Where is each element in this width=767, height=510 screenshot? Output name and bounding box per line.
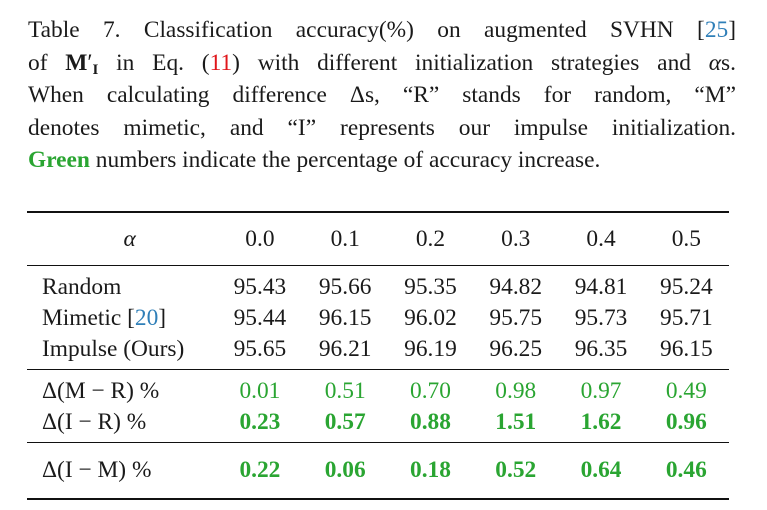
caption-line-4: denotes mimetic, and “I” represents our …	[28, 114, 736, 141]
table-cell: 1.62	[580, 409, 622, 435]
results-table: α 0.0 0.1 0.2 0.3 0.4 0.5 Random 95.43 9…	[27, 211, 729, 500]
alpha-value: 0.4	[558, 211, 644, 266]
table-cell: 0.98	[473, 369, 559, 407]
table-cell: 94.82	[473, 265, 559, 303]
row-label: Random	[27, 265, 218, 303]
table-row-random: Random 95.43 95.66 95.35 94.82 94.81 95.…	[27, 265, 729, 303]
table-cell: 96.15	[318, 305, 372, 331]
table-row-mimetic: Mimetic [20] 95.44 96.15 96.02 95.75 95.…	[27, 303, 729, 334]
green-keyword: Green	[28, 147, 90, 173]
alpha-header: α	[27, 211, 218, 266]
table-cell: 0.23	[239, 409, 281, 435]
table-cell: 0.97	[558, 369, 644, 407]
table-cell: 0.52	[473, 442, 559, 500]
math-symbol-m: M	[65, 49, 88, 76]
table-cell: 96.35	[574, 336, 628, 362]
table-cell: 95.35	[387, 265, 474, 303]
table-cell: 95.73	[574, 305, 628, 331]
table-cell: 0.49	[643, 369, 729, 407]
table-caption: Table 7. Classification accuracy(%) on a…	[28, 14, 736, 177]
table-cell: 96.21	[318, 336, 372, 362]
table-cell: 96.25	[489, 336, 543, 362]
alpha-value: 0.1	[302, 211, 388, 266]
table-cell: 0.70	[387, 369, 474, 407]
table-cell: 96.15	[660, 336, 713, 362]
table-cell: 96.02	[404, 305, 457, 331]
table-cell: 0.06	[302, 442, 388, 500]
row-label: Mimetic [20]	[42, 305, 167, 331]
table-cell: 95.71	[660, 305, 713, 331]
alpha-value: 0.3	[473, 211, 559, 266]
table-cell: 0.57	[324, 409, 366, 435]
caption-line-1: Table 7. Classification accuracy(%) on a…	[28, 17, 736, 43]
row-label: Impulse (Ours)	[42, 336, 185, 362]
table-cell: 94.81	[558, 265, 644, 303]
table-cell: 0.01	[217, 369, 303, 407]
caption-line-2: of M′I in Eq. (11) with different initia…	[28, 49, 736, 78]
table-cell: 95.65	[233, 336, 287, 362]
table-cell: 0.22	[217, 442, 303, 500]
citation-link[interactable]: 20	[134, 305, 159, 331]
table-cell: 0.51	[302, 369, 388, 407]
table-cell: 0.96	[665, 409, 707, 435]
table-cell: 95.44	[233, 305, 287, 331]
table-cell: 0.64	[558, 442, 644, 500]
row-label: Δ(I − M) %	[27, 442, 218, 500]
table-row-delta-i-r: Δ(I − R) % 0.23 0.57 0.88 1.51 1.62 0.96	[27, 407, 729, 443]
table-row-impulse: Impulse (Ours) 95.65 96.21 96.19 96.25 9…	[27, 334, 729, 370]
table-cell: 0.46	[643, 442, 729, 500]
table-cell: 0.88	[410, 409, 451, 435]
citation-link[interactable]: 25	[704, 17, 729, 43]
table-row-delta-m-r: Δ(M − R) % 0.01 0.51 0.70 0.98 0.97 0.49	[27, 369, 729, 407]
table-cell: 95.43	[217, 265, 303, 303]
row-label: Δ(I − R) %	[42, 409, 147, 435]
table-header-row: α 0.0 0.1 0.2 0.3 0.4 0.5	[27, 211, 729, 266]
table-row-delta-i-m: Δ(I − M) % 0.22 0.06 0.18 0.52 0.64 0.46	[27, 442, 729, 500]
table-cell: 1.51	[495, 409, 537, 435]
table-cell: 95.75	[489, 305, 543, 331]
row-label: Δ(M − R) %	[27, 369, 218, 407]
caption-line-3: When calculating difference Δs, “R” stan…	[28, 82, 736, 108]
caption-line-5: Green numbers indicate the percentage of…	[28, 147, 601, 173]
alpha-value: 0.2	[387, 211, 474, 266]
equation-link[interactable]: 11	[209, 49, 233, 76]
table-cell: 0.18	[387, 442, 474, 500]
table-cell: 95.24	[643, 265, 729, 303]
table-cell: 96.19	[404, 336, 457, 362]
table-cell: 95.66	[302, 265, 388, 303]
alpha-value: 0.0	[217, 211, 303, 266]
alpha-value: 0.5	[643, 211, 729, 266]
